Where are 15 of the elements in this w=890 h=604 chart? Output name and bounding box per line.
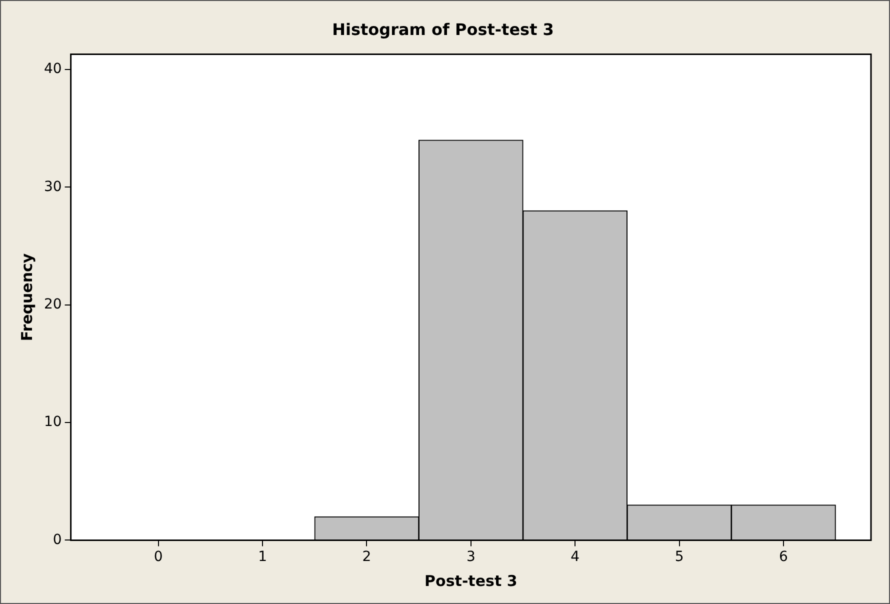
x-tick-label: 2 <box>362 549 372 566</box>
y-tick-label: 0 <box>52 532 62 548</box>
y-tick-label: 40 <box>44 61 62 78</box>
x-tick-label: 0 <box>154 549 163 566</box>
y-axis-title: Frequency <box>18 253 36 342</box>
x-tick-label: 3 <box>466 549 476 566</box>
x-axis-title: Post-test 3 <box>424 572 518 590</box>
x-tick-label: 4 <box>570 549 580 566</box>
y-tick-label: 10 <box>44 414 62 430</box>
y-tick-label: 20 <box>44 296 62 312</box>
x-tick-label: 1 <box>258 549 267 566</box>
x-tick-label: 5 <box>674 549 684 566</box>
x-tick-label: 6 <box>779 549 788 566</box>
y-tick-label: 30 <box>44 178 62 195</box>
chart-title: Histogram of Post-test 3 <box>332 20 554 39</box>
